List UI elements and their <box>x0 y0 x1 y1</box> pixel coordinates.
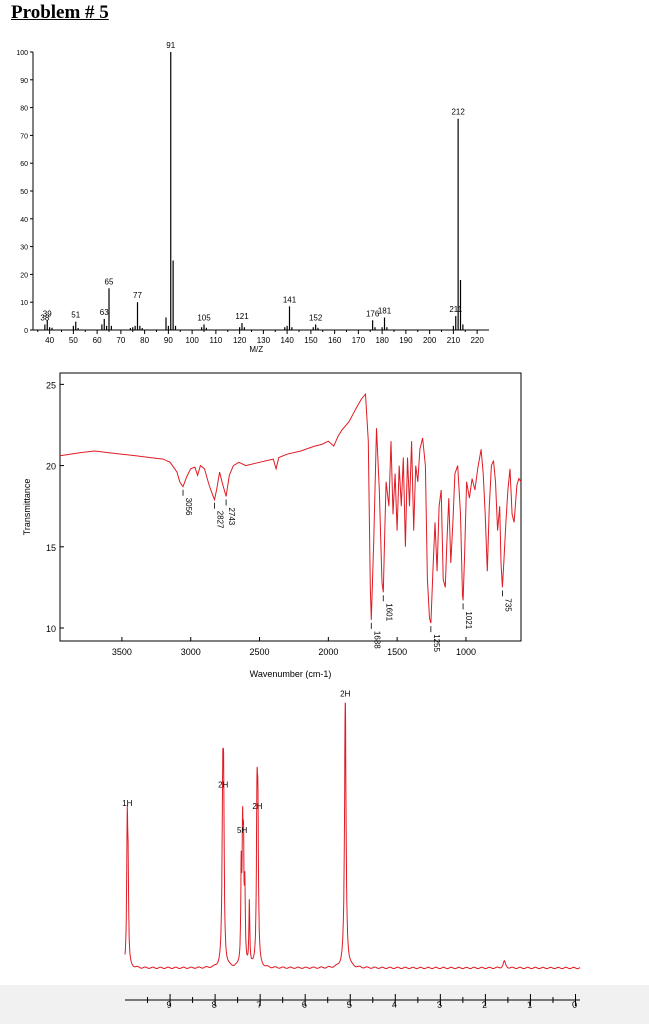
ms-peak-label: 212 <box>451 108 465 117</box>
ms-peak-label: 121 <box>235 312 249 321</box>
ir-x-tick-label: 2500 <box>250 647 270 657</box>
ir-peak-label: 2827 <box>216 511 225 529</box>
ms-x-tick-label: 180 <box>375 336 389 345</box>
ms-x-tick-label: 200 <box>423 336 437 345</box>
ms-y-tick-label: 40 <box>20 217 28 224</box>
ms-y-tick-label: 30 <box>20 245 28 252</box>
ms-y-tick-label: 100 <box>16 50 28 57</box>
ms-x-tick-label: 120 <box>233 336 247 345</box>
ir-peak-label: 2743 <box>227 507 236 525</box>
ms-x-tick-label: 170 <box>352 336 366 345</box>
ir-y-tick-label: 10 <box>46 624 56 634</box>
ms-peak-label: 91 <box>166 41 175 50</box>
ms-y-tick-label: 70 <box>20 133 28 140</box>
ir-series-line <box>59 392 522 624</box>
ms-y-tick-label: 0 <box>24 328 28 335</box>
ms-x-axis-label: M/Z <box>249 345 263 354</box>
ms-y-tick-label: 50 <box>20 189 28 196</box>
nmr-x-tick-label: 1 <box>526 999 532 1010</box>
mass-spectrum-chart: 0 10 20 30 40 50 60 70 80 90 100 40 50 60 70 80 90 100 110… <box>16 41 489 354</box>
ms-x-tick-label: 50 <box>69 336 78 345</box>
ir-x-tick-label: 2000 <box>318 647 338 657</box>
nmr-x-tick-label: 7 <box>256 999 262 1010</box>
ms-x-tick-label: 40 <box>45 336 54 345</box>
nmr-x-tick-label: 2 <box>481 999 487 1010</box>
ms-x-tick-label: 160 <box>328 336 342 345</box>
nmr-axis-background <box>0 985 649 1024</box>
ms-peak-label: 141 <box>283 295 297 304</box>
ms-x-tick-label: 220 <box>470 336 484 345</box>
nmr-integration-label: 2H <box>252 802 262 811</box>
ms-peak-label: 77 <box>133 291 142 300</box>
ir-y-axis-label: Transmittance <box>22 479 32 536</box>
ms-peak-label: 65 <box>105 277 114 286</box>
ir-peak-label: 1021 <box>464 611 473 629</box>
ms-x-tick-label: 210 <box>447 336 461 345</box>
ms-peak-label: 63 <box>100 308 109 317</box>
ir-spectrum-chart: 10 15 20 25 3500 3000 2500 2000 1500 1000 Wavenumb… <box>22 372 522 679</box>
ms-peak-label: 176 <box>366 309 380 318</box>
ir-peak-label: 1255 <box>432 634 441 652</box>
ir-y-tick-label: 25 <box>46 380 56 390</box>
ir-x-axis-label: Wavenumber (cm-1) <box>250 669 332 679</box>
ms-peak-label: 38 <box>40 313 49 322</box>
nmr-x-tick-label: 4 <box>391 999 397 1010</box>
ir-x-tick-label: 3500 <box>112 647 132 657</box>
page-title: Problem # 5 <box>11 2 109 23</box>
ir-x-tick-label: 3000 <box>181 647 201 657</box>
nmr-spectrum-chart: 1H 2H 5H 2H 2H 9 8 7 6 5 4 3 2 1 0 <box>122 690 581 1010</box>
nmr-x-tick-label: 8 <box>211 999 217 1010</box>
ms-x-tick-label: 190 <box>399 336 413 345</box>
ms-y-tick-label: 10 <box>20 300 28 307</box>
ms-y-tick-label: 20 <box>20 272 28 279</box>
nmr-series-line <box>124 702 581 970</box>
ms-y-tick-label: 60 <box>20 161 28 168</box>
nmr-x-tick-label: 5 <box>346 999 352 1010</box>
ir-x-tick-label: 1500 <box>387 647 407 657</box>
ms-y-tick-label: 80 <box>20 106 28 113</box>
ir-plot-frame <box>59 372 522 642</box>
ms-y-tick-label: 90 <box>20 78 28 85</box>
ir-peak-label: 735 <box>503 598 512 612</box>
ir-y-tick-label: 15 <box>46 543 56 553</box>
ir-peak-label: 3056 <box>184 498 193 516</box>
nmr-x-tick-label: 3 <box>436 999 442 1010</box>
ms-peak-label: 105 <box>197 313 211 322</box>
ms-peak-label: 181 <box>378 306 392 315</box>
nmr-x-tick-label: 9 <box>166 999 172 1010</box>
ms-x-tick-label: 80 <box>140 336 149 345</box>
ms-x-tick-label: 150 <box>304 336 318 345</box>
ir-peak-label: 1688 <box>372 631 381 649</box>
ir-y-tick-label: 20 <box>46 462 56 472</box>
nmr-integration-label: 2H <box>218 780 228 789</box>
ms-peak-label: 39 <box>43 309 52 318</box>
nmr-integration-label: 1H <box>122 799 132 808</box>
nmr-x-tick-label: 6 <box>301 999 307 1010</box>
ms-peak-label: 51 <box>71 311 80 320</box>
ms-x-tick-label: 90 <box>164 336 173 345</box>
ms-x-tick-label: 140 <box>280 336 294 345</box>
ms-peak-label: 152 <box>309 313 323 322</box>
ms-x-tick-label: 70 <box>116 336 125 345</box>
ms-x-tick-label: 130 <box>257 336 271 345</box>
nmr-x-tick-label: 0 <box>571 999 577 1010</box>
ir-peak-label: 1601 <box>384 603 393 621</box>
ms-peak-label: 211 <box>449 305 462 314</box>
ir-x-tick-label: 1000 <box>456 647 476 657</box>
nmr-integration-label: 5H <box>237 826 247 835</box>
ms-x-tick-label: 60 <box>93 336 102 345</box>
ms-x-tick-label: 100 <box>185 336 199 345</box>
ms-x-tick-label: 110 <box>209 336 222 345</box>
nmr-integration-label: 2H <box>340 690 350 699</box>
